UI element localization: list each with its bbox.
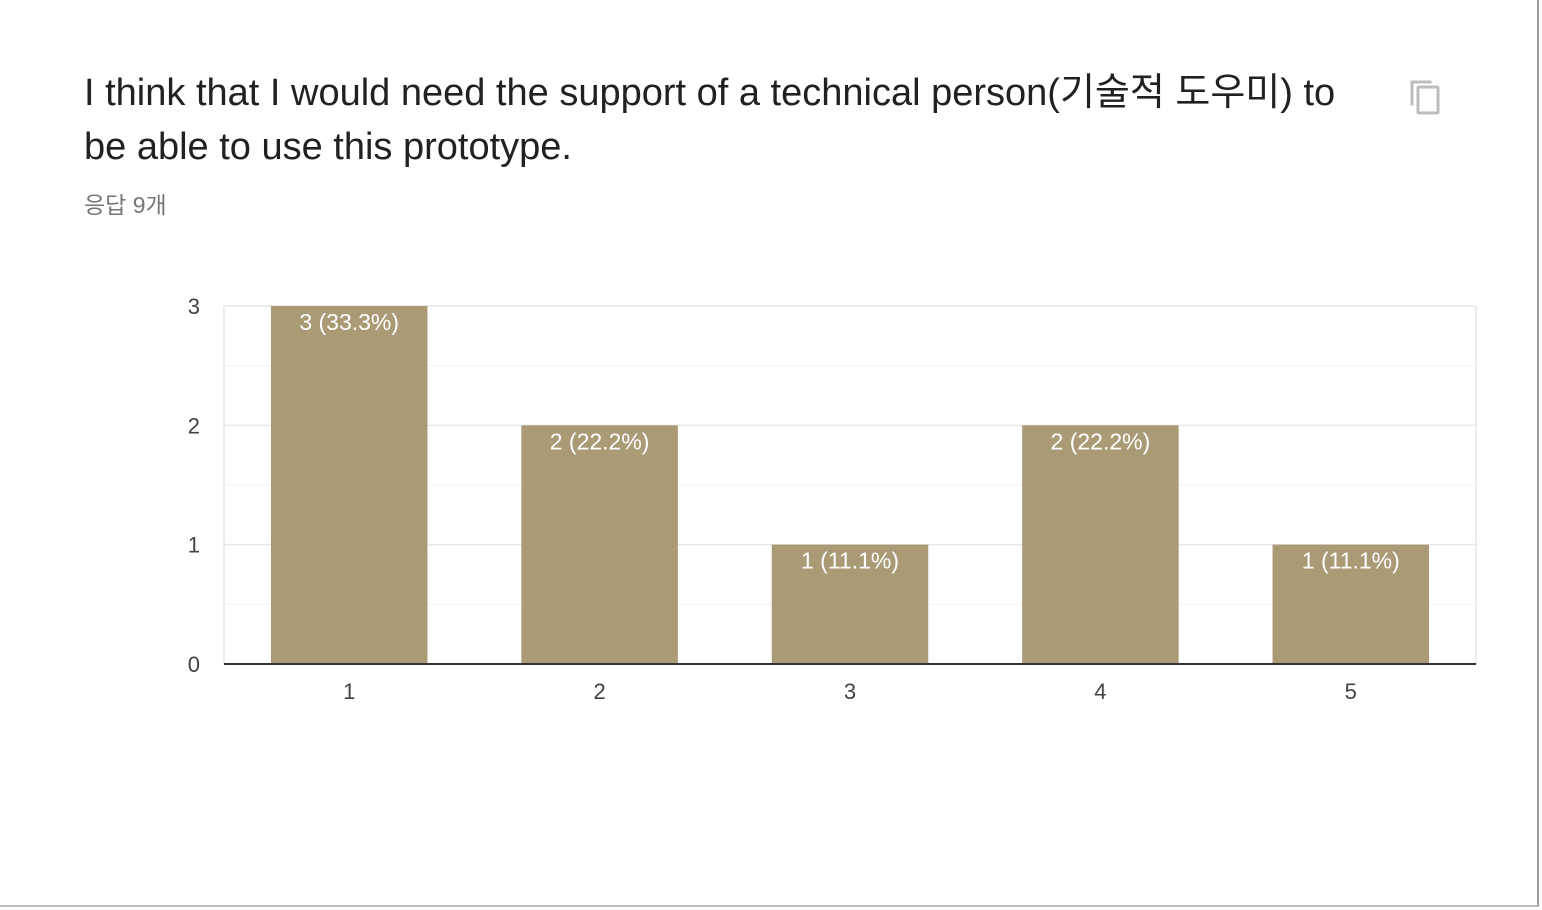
x-tick-label: 3 [844, 679, 856, 704]
x-tick-label: 5 [1345, 679, 1357, 704]
bar [1272, 544, 1430, 664]
bar [270, 306, 428, 664]
bar-data-label: 1 (11.1%) [801, 548, 899, 574]
bar-chart: 0 1 2 3 3 (33.3%) 1 2 (22.2%) 2 1 (11.1%) 3 2 (22.… [188, 294, 1477, 704]
bar-data-label: 2 (22.2%) [1051, 428, 1151, 454]
x-tick-label: 4 [1094, 679, 1106, 704]
x-tick-label: 2 [593, 679, 605, 704]
bar [771, 544, 929, 664]
bar-data-label: 3 (33.3%) [299, 309, 399, 335]
x-tick-label: 1 [343, 679, 355, 704]
y-tick-label: 2 [188, 413, 200, 438]
copy-icon [1410, 80, 1440, 115]
bar [521, 425, 678, 664]
bar-data-label: 1 (11.1%) [1302, 548, 1400, 574]
question-title: I think that I would need the support of… [84, 72, 1336, 168]
bar-data-label: 2 (22.2%) [550, 428, 650, 454]
y-tick-label: 0 [188, 652, 200, 677]
copy-chart-button[interactable] [1404, 74, 1448, 118]
response-count: 응답 9개 [84, 192, 167, 218]
bar [1022, 425, 1179, 664]
y-tick-label: 1 [188, 533, 200, 558]
y-tick-label: 3 [188, 294, 200, 319]
